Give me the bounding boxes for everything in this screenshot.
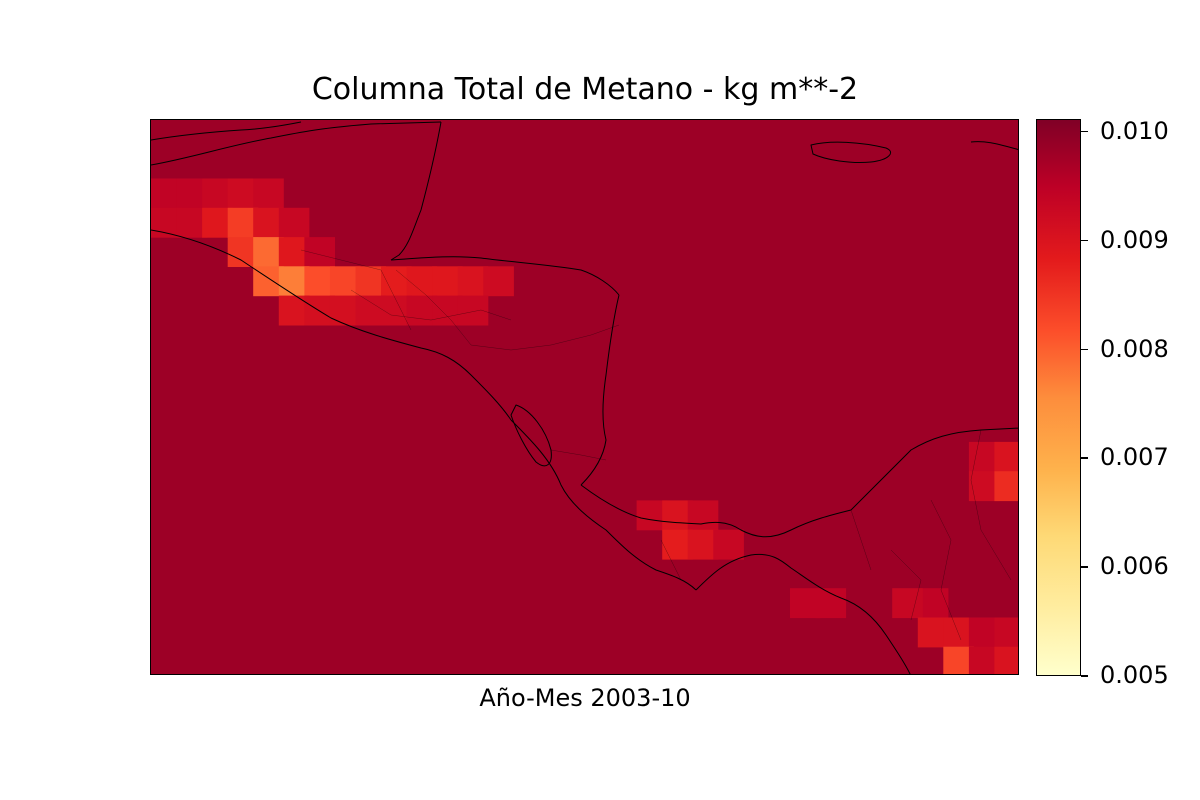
- heatmap-cell: [227, 178, 259, 209]
- heatmap-cell: [994, 471, 1018, 502]
- colorbar-tick-label: 0.006: [1100, 552, 1169, 581]
- colorbar-tick: [1081, 130, 1088, 133]
- coastline-nicaragua-east: [580, 294, 620, 486]
- internal-borders-2: [930, 499, 962, 641]
- heatmap-cell: [329, 266, 361, 297]
- heatmap-cell: [202, 207, 233, 238]
- coastline-honduras-north: [390, 256, 620, 296]
- border-mexico-guatemala: [300, 249, 412, 331]
- heatmap-cell: [227, 237, 259, 267]
- lake-nicaragua: [510, 404, 552, 467]
- border-costa-rica-panama: [660, 539, 682, 581]
- heatmap-cell: [253, 207, 284, 238]
- heatmap-cell: [227, 207, 259, 238]
- colorbar-tick: [1081, 566, 1088, 568]
- heatmap-cell: [202, 178, 233, 209]
- cuba-edge: [151, 121, 302, 141]
- plot-title: Columna Total de Metano - kg m**-2: [311, 72, 859, 107]
- border-panama-colombia: [850, 509, 872, 571]
- colorbar: [1036, 119, 1081, 676]
- border-honduras-nicaragua: [470, 324, 620, 351]
- heatmap-cell: [483, 266, 514, 297]
- x-axis-label: Año-Mes 2003-10: [479, 684, 691, 712]
- heatmap-cells: [151, 120, 1018, 674]
- heatmap-cell: [943, 646, 974, 674]
- colorbar-tick: [1081, 239, 1088, 242]
- colorbar-tick: [1081, 457, 1088, 459]
- colorbar-tick: [1081, 675, 1088, 677]
- jamaica-island: [810, 141, 891, 163]
- border-colombia-venezuela: [970, 429, 1012, 581]
- heatmap-cell: [253, 237, 284, 267]
- heatmap-cell: [457, 266, 489, 297]
- colorbar-tick-label: 0.008: [1100, 334, 1169, 363]
- heatmap-cell: [253, 178, 284, 209]
- heatmap-cell: [151, 178, 182, 209]
- colorbar-tick-label: 0.005: [1100, 661, 1169, 689]
- border-guatemala-honduras: [395, 269, 472, 346]
- coastline-yucatan: [151, 121, 442, 166]
- heatmap-cell: [994, 617, 1018, 648]
- coastlines: [151, 121, 1018, 674]
- heatmap-cell: [432, 295, 463, 326]
- internal-borders-3: [890, 549, 922, 621]
- heatmap-cell: [917, 588, 949, 619]
- coastline-costa-rica: [580, 484, 852, 538]
- heatmap-cell: [278, 207, 310, 238]
- heatmap-cell: [278, 266, 310, 297]
- heatmap-cell: [381, 266, 412, 297]
- colorbar-tick-label: 0.009: [1100, 225, 1169, 254]
- heatmap-cell: [994, 441, 1018, 472]
- colorbar-tick-label: 0.010: [1100, 116, 1169, 145]
- heatmap-cell: [636, 500, 668, 531]
- map-axes: [150, 119, 1019, 675]
- coastline-pacific-panama: [695, 553, 911, 674]
- heatmap-cell: [457, 295, 489, 326]
- heatmap-cell: [713, 529, 744, 560]
- heatmap-cell: [687, 529, 719, 560]
- coastline-pacific-nicaragua: [510, 419, 697, 591]
- coastline-pacific-mexico: [151, 229, 512, 421]
- heatmap-cell: [815, 588, 847, 619]
- heatmap-cell: [943, 617, 974, 648]
- colorbar-tick-label: 0.007: [1100, 443, 1169, 472]
- internal-borders-1: [350, 289, 512, 321]
- country-borders: [300, 249, 1012, 641]
- heatmap-cell: [994, 646, 1018, 674]
- hispaniola-edge: [970, 141, 1018, 150]
- coastline-belize: [390, 121, 442, 261]
- heatmap-cell: [278, 237, 310, 267]
- heatmap-cell: [432, 266, 463, 297]
- coastline-colombia-north: [850, 427, 1018, 511]
- heatmap-cell: [892, 588, 923, 619]
- heatmap-cell: [278, 295, 310, 326]
- border-nicaragua-costa-rica: [550, 449, 607, 461]
- methane-heatmap: [151, 120, 1018, 674]
- heatmap-cell: [687, 500, 719, 531]
- colorbar-tick: [1081, 348, 1088, 351]
- heatmap-cell: [329, 295, 361, 326]
